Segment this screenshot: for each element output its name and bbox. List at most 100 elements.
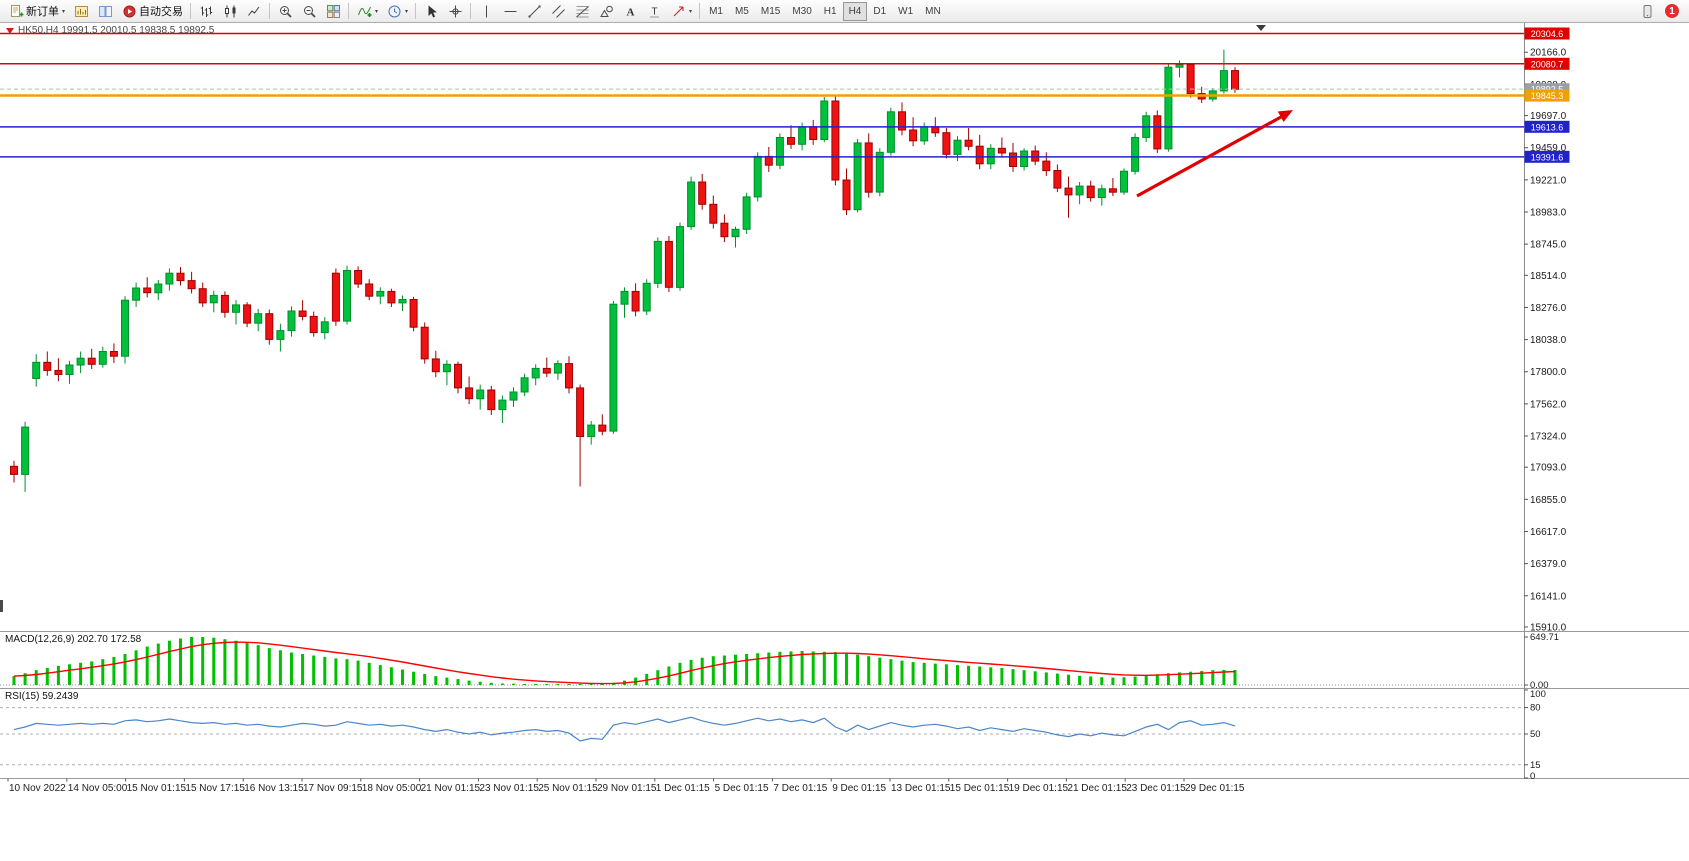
profiles-button[interactable]	[93, 1, 117, 22]
time-axis-label: 1 Dec 01:15	[656, 783, 710, 794]
price-badge-text: 19613.6	[1531, 122, 1564, 132]
macd-histogram-bar	[434, 676, 438, 685]
macd-histogram-bar	[467, 680, 471, 685]
cycles-button[interactable]: ▾	[382, 1, 412, 22]
candle	[820, 100, 829, 140]
price-badge-19845.3	[1524, 89, 1570, 102]
candle	[76, 357, 85, 366]
time-axis-label: 29 Dec 01:15	[1185, 783, 1245, 794]
cursor-button[interactable]	[419, 1, 443, 22]
timeframe-H1[interactable]: H1	[823, 5, 837, 17]
macd-histogram-bar	[1100, 677, 1104, 685]
price-badge-text: 20304.6	[1531, 29, 1564, 39]
candle	[576, 387, 585, 437]
arrows-button[interactable]: ▾	[666, 1, 696, 22]
indicators-button[interactable]: ▾	[352, 1, 382, 22]
macd-histogram-bar	[967, 665, 971, 685]
price-badge-19613.6	[1524, 120, 1570, 133]
candle	[498, 399, 507, 411]
notifications-badge[interactable]: 1	[1665, 4, 1679, 18]
candle	[664, 240, 673, 288]
macd-histogram-bar	[167, 640, 171, 685]
timeframe-D1[interactable]: D1	[873, 5, 887, 17]
candle	[98, 351, 107, 365]
macd-histogram-bar	[734, 654, 737, 685]
horizontal-line-button[interactable]	[498, 1, 522, 22]
new-order-icon	[8, 3, 24, 19]
mobile-app-button[interactable]	[1635, 1, 1659, 22]
candle	[1097, 188, 1106, 199]
line-chart-icon	[246, 3, 262, 19]
zoom-out-button[interactable]	[297, 1, 321, 22]
zoom-in-button[interactable]	[273, 1, 297, 22]
timeframe-M1[interactable]: M1	[709, 5, 723, 17]
candle	[232, 304, 240, 313]
macd-axis-label: 0.00	[1530, 680, 1549, 691]
price-badge-20080.7	[1524, 57, 1570, 70]
price-badge-19391.6	[1524, 150, 1570, 163]
macd-histogram-bar	[145, 646, 149, 685]
candle	[154, 283, 163, 294]
candle	[365, 283, 374, 297]
trendline-button[interactable]	[522, 1, 546, 22]
macd-histogram-bar	[1155, 674, 1159, 685]
candle	[853, 142, 862, 211]
candle	[376, 290, 385, 297]
candlestick-chart-button[interactable]	[218, 1, 242, 22]
bar-chart-button[interactable]	[194, 1, 218, 22]
candle	[1020, 150, 1029, 167]
candle	[220, 294, 229, 313]
crosshair-icon	[447, 3, 463, 19]
macd-histogram-bar	[600, 684, 604, 685]
macd-histogram-bar	[267, 648, 271, 685]
timeframe-M30[interactable]: M30	[792, 5, 812, 17]
timeframe-M5[interactable]: M5	[734, 5, 749, 17]
time-axis-label: 15 Dec 01:15	[950, 783, 1010, 794]
channel-icon	[550, 3, 566, 19]
price-tick-label: 19697.0	[1530, 111, 1567, 122]
crosshair-button[interactable]	[443, 1, 467, 22]
macd-histogram-bar	[978, 666, 982, 685]
macd-histogram-bar	[112, 656, 116, 685]
channel-button[interactable]	[546, 1, 570, 22]
price-tick-label: 19459.0	[1530, 143, 1567, 154]
macd-histogram-bar	[1011, 669, 1015, 685]
timeframe-W1[interactable]: W1	[898, 5, 914, 17]
candle	[187, 280, 196, 290]
vertical-line-button[interactable]	[474, 1, 498, 22]
auto-trading-label: 自动交易	[139, 6, 184, 18]
candle	[642, 282, 651, 312]
macd-histogram-bar	[1122, 677, 1126, 685]
price-badge-20304.6	[1524, 27, 1570, 40]
rsi-axis-label: 50	[1530, 729, 1541, 740]
macd-histogram-bar	[1111, 677, 1115, 685]
new-order-button[interactable]: 新订单 ▾	[4, 1, 69, 22]
macd-histogram-bar	[1166, 673, 1170, 685]
line-chart-button[interactable]	[242, 1, 266, 22]
macd-histogram-bar	[56, 665, 60, 685]
candle	[942, 132, 951, 155]
timeframe-H4[interactable]: H4	[842, 1, 868, 21]
auto-trading-button[interactable]: 自动交易	[117, 1, 187, 22]
fibonacci-button[interactable]	[570, 1, 594, 22]
chevron-down-icon: ▾	[62, 8, 66, 15]
time-axis-label: 19 Dec 01:15	[1009, 783, 1069, 794]
candle	[542, 367, 551, 374]
timeframe-M15[interactable]: M15	[760, 5, 781, 17]
timeframe-MN[interactable]: MN	[925, 5, 941, 17]
macd-histogram-bar	[323, 656, 327, 685]
candle	[420, 326, 429, 360]
macd-histogram-bar	[412, 671, 416, 685]
tile-windows-button[interactable]	[321, 1, 345, 22]
text-button[interactable]: A	[618, 1, 642, 22]
price-badge-text: 20080.7	[1531, 59, 1564, 69]
chart-window-button[interactable]	[69, 1, 93, 22]
candle	[1042, 160, 1051, 172]
macd-histogram-bar	[867, 656, 871, 685]
macd-histogram-bar	[123, 654, 127, 685]
candle	[953, 139, 962, 155]
text-label-button[interactable]: T	[642, 1, 666, 22]
shapes-button[interactable]	[594, 1, 618, 22]
macd-histogram-bar	[578, 684, 582, 685]
